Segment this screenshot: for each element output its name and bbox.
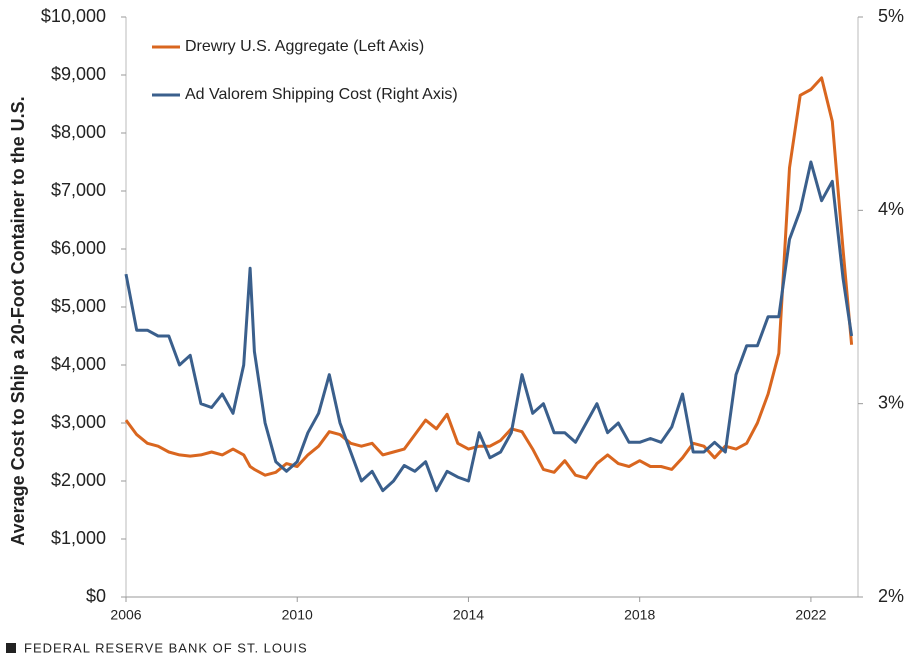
- footer-icon: [6, 643, 16, 653]
- x-tick-label: 2010: [282, 607, 313, 623]
- series-line: [124, 160, 854, 493]
- x-tick-label: 2018: [624, 607, 655, 623]
- y2-tick-label: 4%: [878, 199, 904, 219]
- series-line: [124, 76, 854, 480]
- y-tick-label: $1,000: [51, 528, 106, 548]
- legend-label: Drewry U.S. Aggregate (Left Axis): [185, 38, 424, 55]
- y-tick-label: $2,000: [51, 470, 106, 490]
- y-tick-label: $7,000: [51, 180, 106, 200]
- legend-label: Ad Valorem Shipping Cost (Right Axis): [185, 86, 458, 103]
- y2-tick-label: 3%: [878, 392, 904, 412]
- y-tick-label: $5,000: [51, 296, 106, 316]
- y-tick-label: $0: [86, 586, 106, 606]
- y-tick-label: $4,000: [51, 354, 106, 374]
- y2-tick-label: 2%: [878, 586, 904, 606]
- footer: FEDERAL RESERVE BANK OF ST. LOUIS: [24, 640, 308, 655]
- y2-tick-label: 5%: [878, 6, 904, 26]
- x-tick-label: 2006: [110, 607, 141, 623]
- x-tick-label: 2014: [453, 607, 484, 623]
- y-tick-label: $10,000: [41, 6, 106, 26]
- y-tick-label: $8,000: [51, 122, 106, 142]
- y-axis-label: Average Cost to Ship a 20-Foot Container…: [8, 96, 28, 545]
- y-tick-label: $9,000: [51, 64, 106, 84]
- y-tick-label: $6,000: [51, 238, 106, 258]
- x-tick-label: 2022: [795, 607, 826, 623]
- y-tick-label: $3,000: [51, 412, 106, 432]
